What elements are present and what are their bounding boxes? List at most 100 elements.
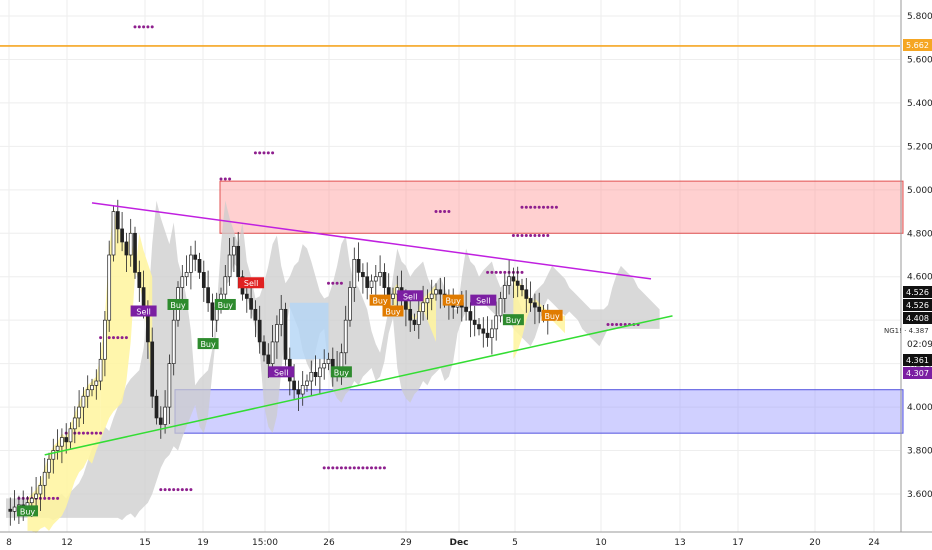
signal-label: Sell — [238, 277, 265, 289]
x-tick-label: 13 — [674, 538, 685, 548]
candle-body — [502, 285, 507, 299]
candle — [137, 260, 142, 302]
indicator-dot — [486, 270, 490, 274]
candle-body — [38, 484, 43, 495]
indicator-dot — [223, 177, 227, 181]
candle — [305, 374, 309, 392]
indicator-dot — [159, 488, 163, 492]
signal-label: Buy — [541, 309, 563, 321]
signal-label: Buy — [17, 505, 38, 517]
indicator-dot — [163, 488, 167, 492]
candle — [352, 247, 357, 302]
grid — [0, 0, 900, 532]
trendline-lower — [44, 315, 673, 456]
y-tick-label: 4.600 — [907, 273, 932, 283]
signal-label: Buy — [167, 298, 189, 310]
badge-text: 4.307 — [906, 369, 929, 378]
zone-resistance — [219, 180, 904, 234]
indicator-dot — [503, 270, 507, 274]
indicator-dot — [606, 323, 610, 327]
indicator-dot — [550, 205, 554, 209]
indicator-dot — [47, 496, 51, 500]
candle-body — [438, 289, 443, 295]
candle — [154, 389, 159, 425]
candle — [81, 387, 86, 425]
signal-bg — [167, 298, 189, 310]
candle-body — [365, 276, 370, 288]
candle-body — [425, 298, 430, 304]
indicator-dot — [327, 281, 330, 285]
signal-text: Buy — [200, 340, 216, 349]
candle-body — [408, 308, 413, 321]
y-tick-label: 5.400 — [907, 99, 932, 109]
indicator-dot — [228, 177, 232, 181]
x-tick-label: 17 — [732, 538, 743, 548]
candle-body — [343, 319, 348, 354]
y-tick-label: 5.800 — [907, 12, 932, 22]
candle — [193, 240, 198, 272]
indicator-dot — [335, 281, 339, 285]
candle-body — [47, 458, 51, 473]
candle — [511, 267, 516, 299]
candle-body — [369, 280, 374, 288]
indicator-dot — [137, 25, 141, 29]
candle-body — [98, 358, 103, 382]
indicator-dot — [172, 488, 176, 492]
candle — [184, 255, 189, 286]
candle-body — [223, 276, 228, 295]
indicator-dot — [443, 210, 447, 214]
candle — [524, 278, 529, 313]
candle — [391, 287, 395, 305]
indicator-dot — [434, 210, 438, 214]
candle-body — [201, 272, 206, 288]
indicator-dot — [142, 25, 146, 29]
indicator-dot — [511, 233, 515, 237]
candle-body — [468, 311, 473, 321]
candle-body — [326, 358, 331, 364]
candle — [197, 252, 202, 279]
signal-bg — [214, 298, 236, 310]
candle — [206, 270, 210, 312]
candle — [300, 371, 305, 406]
candle-body — [270, 341, 275, 364]
candle-body — [352, 258, 357, 288]
candle-body — [163, 406, 167, 425]
indicator-dot — [185, 488, 189, 492]
signal-text: Buy — [506, 316, 522, 325]
candle — [227, 238, 232, 286]
indicator-dot — [533, 233, 537, 237]
signal-label: Sell — [268, 366, 295, 378]
candle-body — [51, 450, 56, 460]
candle — [42, 457, 47, 498]
price-badge: 4.307 — [903, 367, 932, 379]
candle — [77, 390, 81, 428]
badge-bg — [903, 286, 932, 298]
candle — [313, 355, 318, 386]
indicator-dot — [554, 205, 558, 209]
indicator-dot — [258, 151, 262, 155]
indicator-dot — [262, 151, 266, 155]
x-tick-label: 5 — [512, 538, 518, 548]
candle-body — [180, 276, 185, 288]
candle-body — [90, 385, 94, 391]
candle — [107, 240, 112, 332]
indicator-dot — [610, 323, 614, 327]
candle — [90, 378, 94, 397]
signal-label: Buy — [214, 298, 236, 310]
indicator-dot — [615, 323, 619, 327]
signal-bg — [330, 366, 352, 378]
candle — [68, 422, 73, 449]
x-tick-label: 15 — [139, 538, 150, 548]
candle — [275, 315, 279, 359]
candle — [12, 490, 17, 521]
candle — [111, 205, 116, 262]
trendlines — [44, 202, 673, 456]
candle-body — [244, 293, 249, 299]
candle-body — [507, 276, 511, 286]
candle-body — [283, 308, 288, 360]
badge-bg — [903, 312, 932, 324]
candle — [520, 278, 524, 297]
candle-body — [296, 389, 301, 395]
indicator-dot — [133, 25, 137, 29]
candle-body — [184, 272, 189, 278]
